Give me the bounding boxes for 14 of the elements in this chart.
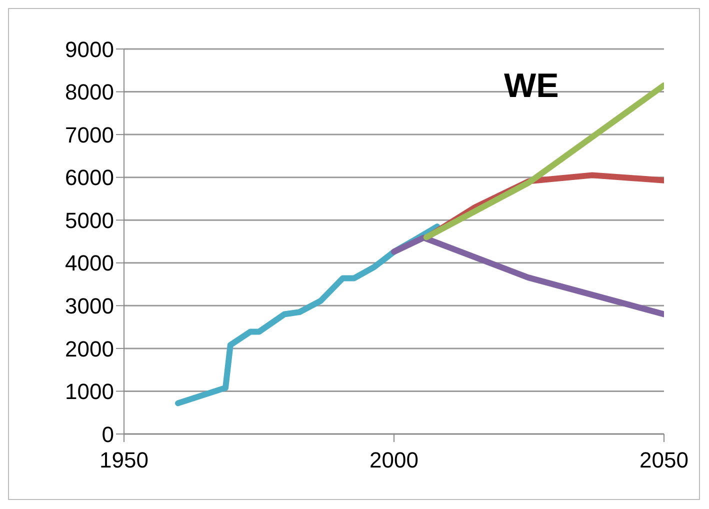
x-tick-label: 2000 — [370, 448, 418, 473]
y-tick-label: 7000 — [65, 122, 114, 148]
y-tick-label: 9000 — [65, 36, 114, 62]
x-tick-label: 2050 — [640, 448, 688, 473]
x-tick-label: 1950 — [100, 448, 148, 473]
y-tick-label: 3000 — [65, 293, 114, 318]
y-tick-label: 8000 — [65, 80, 114, 105]
text: WE — [504, 67, 559, 106]
y-tick-label: 0 — [102, 422, 114, 447]
y-tick-label: 4000 — [65, 250, 114, 276]
y-tick-label: 5000 — [65, 208, 114, 233]
y-tick-label: 1000 — [65, 379, 114, 404]
y-tick-label: 2000 — [65, 336, 114, 362]
y-tick-label: 6000 — [65, 165, 114, 190]
